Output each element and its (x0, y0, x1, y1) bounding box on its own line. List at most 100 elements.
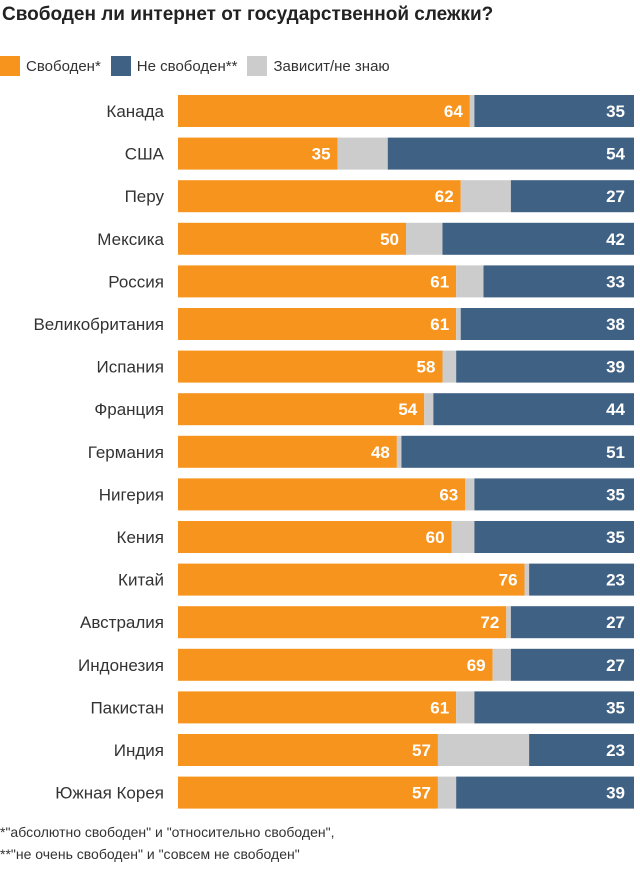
legend: Свободен* Не свободен** Зависит/не знаю (0, 56, 400, 76)
value-label-not-free-row-16: 39 (606, 784, 625, 803)
bar-depends-row-14 (456, 691, 475, 724)
value-label-free-row-7: 54 (398, 400, 417, 419)
bar-not-free-row-12 (510, 606, 634, 639)
value-label-free-row-15: 57 (412, 741, 431, 760)
category-label-row-14: Пакистан (90, 698, 164, 717)
category-label-row-15: Индия (114, 741, 164, 760)
value-label-not-free-row-9: 35 (606, 485, 625, 504)
bar-depends-row-7 (424, 393, 434, 426)
bar-depends-row-10 (451, 521, 475, 553)
chart-title: Свободен ли интернет от государственной … (2, 4, 494, 25)
bar-not-free-row-4 (483, 265, 634, 298)
bar-depends-row-12 (506, 606, 511, 639)
value-label-free-row-2: 62 (435, 187, 454, 206)
bar-free-row-8 (178, 435, 397, 468)
value-label-not-free-row-2: 27 (606, 187, 625, 206)
bar-free-row-10 (178, 521, 452, 553)
bar-not-free-row-3 (442, 222, 634, 255)
bar-not-free-row-0 (474, 95, 634, 127)
bar-depends-row-6 (442, 350, 457, 383)
legend-item-free: Свободен* (0, 56, 101, 76)
category-label-row-10: Кения (117, 528, 164, 547)
bar-depends-row-1 (337, 137, 388, 170)
value-label-free-row-11: 76 (499, 571, 518, 590)
bar-free-row-7 (178, 393, 425, 426)
value-label-free-row-12: 72 (480, 613, 499, 632)
value-label-free-row-1: 35 (312, 145, 331, 164)
bar-depends-row-16 (437, 776, 457, 809)
value-label-not-free-row-7: 44 (606, 400, 625, 419)
category-label-row-9: Нигерия (99, 485, 164, 504)
bar-free-row-1 (178, 137, 338, 170)
bar-depends-row-11 (524, 563, 530, 596)
value-label-not-free-row-3: 42 (606, 230, 625, 249)
legend-swatch-free (0, 56, 20, 76)
value-label-free-row-9: 63 (439, 485, 458, 504)
value-label-not-free-row-6: 39 (606, 358, 625, 377)
value-label-not-free-row-0: 35 (606, 102, 625, 121)
bar-depends-row-2 (460, 180, 511, 213)
bar-not-free-row-6 (456, 350, 634, 383)
value-label-not-free-row-5: 38 (606, 315, 625, 334)
value-label-free-row-8: 48 (371, 443, 390, 462)
value-label-free-row-4: 61 (430, 272, 449, 291)
value-label-free-row-13: 69 (467, 656, 486, 675)
bar-depends-row-8 (396, 435, 402, 468)
bar-depends-row-9 (465, 478, 475, 511)
category-label-row-11: Китай (118, 571, 164, 590)
bar-depends-row-4 (456, 265, 484, 298)
bar-not-free-row-1 (387, 137, 634, 170)
value-label-free-row-5: 61 (430, 315, 449, 334)
legend-label-free: Свободен* (26, 57, 101, 75)
category-label-row-2: Перу (125, 187, 165, 206)
bar-not-free-row-13 (510, 648, 634, 681)
bar-not-free-row-5 (460, 308, 634, 340)
bar-free-row-9 (178, 478, 466, 511)
footnote-2: **"не очень свободен" и "совсем не свобо… (0, 846, 300, 862)
bar-free-row-12 (178, 606, 507, 639)
bar-not-free-row-16 (456, 776, 634, 809)
value-label-not-free-row-10: 35 (606, 528, 625, 547)
bar-not-free-row-15 (529, 734, 634, 766)
value-label-free-row-14: 61 (430, 698, 449, 717)
value-label-not-free-row-11: 23 (606, 571, 625, 590)
bar-not-free-row-8 (401, 435, 634, 468)
value-label-free-row-0: 64 (444, 102, 463, 121)
category-label-row-8: Германия (88, 443, 164, 462)
bar-free-row-4 (178, 265, 457, 298)
value-label-not-free-row-13: 27 (606, 656, 625, 675)
bar-depends-row-3 (406, 222, 443, 255)
legend-swatch-not-free (110, 56, 131, 76)
category-label-row-16: Южная Корея (55, 784, 164, 803)
category-label-row-5: Великобритания (33, 315, 164, 334)
category-label-row-7: Франция (94, 400, 164, 419)
category-label-row-13: Индонезия (78, 656, 164, 675)
bar-free-row-6 (178, 350, 443, 383)
legend-item-depends: Зависит/не знаю (247, 56, 390, 76)
category-label-row-12: Австралия (80, 613, 164, 632)
bar-not-free-row-9 (474, 478, 634, 511)
category-label-row-3: Мексика (97, 230, 164, 249)
legend-item-not-free: Не свободен** (110, 56, 238, 76)
bar-free-row-3 (178, 222, 406, 255)
legend-label-not-free: Не свободен** (136, 57, 238, 75)
category-label-row-0: Канада (106, 102, 164, 121)
category-label-row-4: Россия (108, 272, 164, 291)
bar-free-row-2 (178, 180, 461, 213)
footnote-1: *"абсолютно свободен" и "относительно св… (0, 824, 335, 840)
bar-not-free-row-7 (433, 393, 634, 426)
stacked-bar-chart: Канада 64 35 США 35 54 Перу 62 27 Мексика 50 42 Росс… (33, 95, 634, 809)
bar-free-row-11 (178, 563, 525, 596)
value-label-free-row-3: 50 (380, 230, 399, 249)
value-label-free-row-10: 60 (426, 528, 445, 547)
bar-depends-row-13 (492, 648, 511, 681)
category-label-row-6: Испания (97, 358, 164, 377)
bar-free-row-13 (178, 648, 493, 681)
bar-depends-row-15 (437, 734, 530, 766)
value-label-free-row-16: 57 (412, 784, 431, 803)
bar-not-free-row-10 (474, 521, 634, 553)
bar-free-row-14 (178, 691, 457, 724)
bar-free-row-15 (178, 734, 438, 766)
value-label-not-free-row-14: 35 (606, 698, 625, 717)
legend-swatch-depends (247, 56, 268, 76)
